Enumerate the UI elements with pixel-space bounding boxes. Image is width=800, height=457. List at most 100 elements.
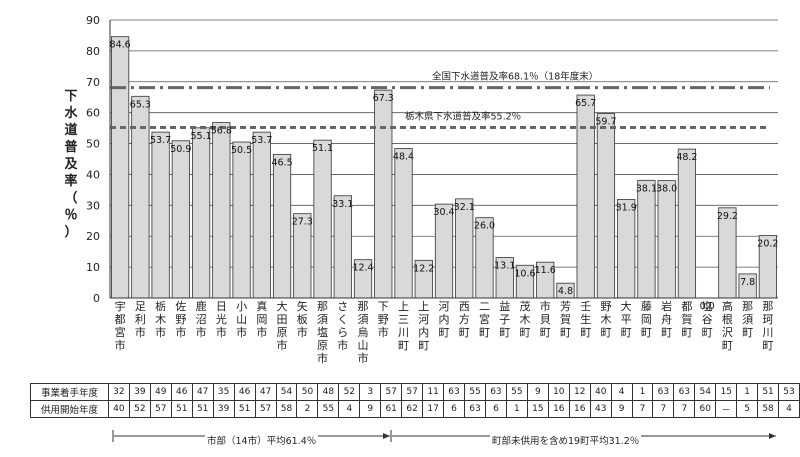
category-label: 佐野市 (175, 299, 186, 339)
value-label: 55.1 (191, 131, 212, 142)
category-label: 那須烏山市 (358, 300, 369, 365)
y-axis-label-char: （ (64, 191, 78, 206)
reference-line-label: 栃木県下水道普及率55.2％ (405, 110, 521, 122)
value-label: 48.2 (676, 152, 697, 163)
bar (596, 113, 616, 299)
category-label: 藤岡町 (641, 300, 652, 339)
y-axis-label-char: 普 (64, 140, 78, 155)
category-label: 足利市 (135, 300, 146, 339)
y-axis-label-char: 道 (64, 123, 78, 138)
table-row: 供用開始年度 40 52 57 51 51 39 51 57 58 2 55 4 9 61 62 17 6 63 6 1… (30, 400, 800, 418)
bar (333, 195, 352, 299)
table-cell: 4 (610, 383, 633, 401)
bar (171, 140, 190, 299)
table-cell: 63 (464, 400, 486, 418)
table-cell: 39 (212, 400, 235, 418)
table-cell: 4 (778, 400, 800, 418)
bar (617, 199, 636, 299)
value-label: 84.6 (110, 40, 131, 51)
table-cell: 51 (170, 400, 193, 418)
y-tick-label: 0 (93, 292, 100, 305)
table-cell: 5 (736, 400, 759, 418)
table-cell: 7 (652, 400, 675, 418)
value-label: 30.4 (433, 207, 454, 218)
table-cell: 53 (778, 383, 800, 401)
category-label: 上河内町 (418, 300, 429, 352)
value-label: 59.7 (595, 117, 616, 128)
category-label: 大田原市 (277, 299, 288, 352)
category-label: 真岡市 (256, 299, 267, 339)
category-label: 上三川町 (398, 300, 409, 352)
value-label: 7.8 (740, 277, 755, 288)
value-label: 50.9 (170, 144, 191, 155)
table-cell: 58 (757, 400, 780, 418)
bracket-right-label: 町部未供用を含め19町平均31.2％ (490, 433, 642, 447)
bar (212, 122, 231, 299)
y-tick-label: 60 (86, 107, 100, 120)
table-cell: 55 (317, 400, 340, 418)
y-tick-label: 20 (86, 230, 100, 243)
y-tick-label: 90 (86, 14, 100, 27)
table-cell: 58 (275, 400, 298, 418)
bar (677, 148, 697, 299)
value-label: 12.4 (352, 263, 373, 274)
category-label: 日光市 (216, 300, 227, 339)
bar (111, 36, 130, 299)
y-tick-label: 30 (86, 199, 100, 212)
bar (394, 148, 413, 299)
reference-line-label: 全国下水道普及率68.1％（18年度末） (432, 71, 598, 83)
y-axis-label-char: 水 (64, 106, 78, 121)
value-label: 32.1 (454, 202, 475, 213)
table-cell: 62 (401, 400, 424, 418)
table-cell: 7 (631, 400, 654, 418)
table-cell: － (715, 400, 738, 418)
bar (272, 153, 292, 299)
table-cell: 54 (694, 383, 717, 401)
value-label: 38.0 (656, 184, 677, 195)
table-cell: 16 (568, 400, 591, 418)
table-cell: 2 (296, 400, 319, 418)
y-tick-label: 50 (86, 138, 100, 151)
table-cell: 47 (254, 383, 277, 401)
table-cell: 46 (233, 383, 256, 401)
table-cell: 39 (128, 383, 151, 401)
bars (111, 36, 777, 299)
y-axis-label-char: 及 (64, 157, 78, 172)
value-label: 33.1 (332, 199, 353, 210)
table-cell: 63 (484, 383, 507, 401)
category-label: 芳賀町 (560, 299, 571, 339)
y-axis-label: 下水道普及率 （ ％ ） (60, 88, 82, 241)
value-label: 46.5 (271, 157, 292, 168)
table-cell: 15 (715, 383, 738, 401)
category-label: 大平町 (621, 299, 632, 339)
category-label: 那珂川町 (762, 300, 773, 352)
value-label: 29.2 (717, 211, 738, 222)
category-label: 下野市 (378, 300, 389, 339)
category-label: 小山市 (236, 300, 247, 339)
table-cell: 15 (526, 400, 549, 418)
bar (313, 139, 332, 299)
table-cell: 51 (757, 383, 780, 401)
category-labels: 宇都宮市足利市栃木市佐野市鹿沼市日光市小山市真岡市大田原市矢板市那須塩原市さくら… (115, 299, 774, 365)
table-cell: 47 (191, 383, 214, 401)
y-axis-ticks: 0 10 20 30 40 50 60 70 80 90 (86, 14, 100, 305)
value-label: 53.7 (150, 135, 171, 146)
table-cell: 6 (484, 400, 507, 418)
table-cell: 60 (694, 400, 717, 418)
category-label: 野木町 (600, 300, 611, 339)
value-labels: 84.665.353.750.955.1 56.850.553.746.527.3… (110, 40, 779, 312)
table-cell: 51 (191, 400, 214, 418)
bracket-left-label: 市部（14市）平均61.4％ (205, 433, 319, 447)
value-label: 12.2 (413, 263, 434, 274)
category-label: さくら市 (337, 300, 348, 352)
table-cell: 63 (652, 383, 675, 401)
y-tick-label: 70 (86, 76, 100, 89)
table-cell: 16 (547, 400, 570, 418)
y-tick-label: 80 (86, 45, 100, 58)
table-cell: 35 (212, 383, 235, 401)
value-label: 51.1 (312, 143, 333, 154)
table-cell: 32 (107, 383, 130, 401)
table-cell: 12 (568, 383, 591, 401)
category-label: 塩谷町 (702, 299, 713, 339)
reference-lines: 全国下水道普及率68.1％（18年度末） 栃木県下水道普及率55.2％ (110, 71, 770, 129)
